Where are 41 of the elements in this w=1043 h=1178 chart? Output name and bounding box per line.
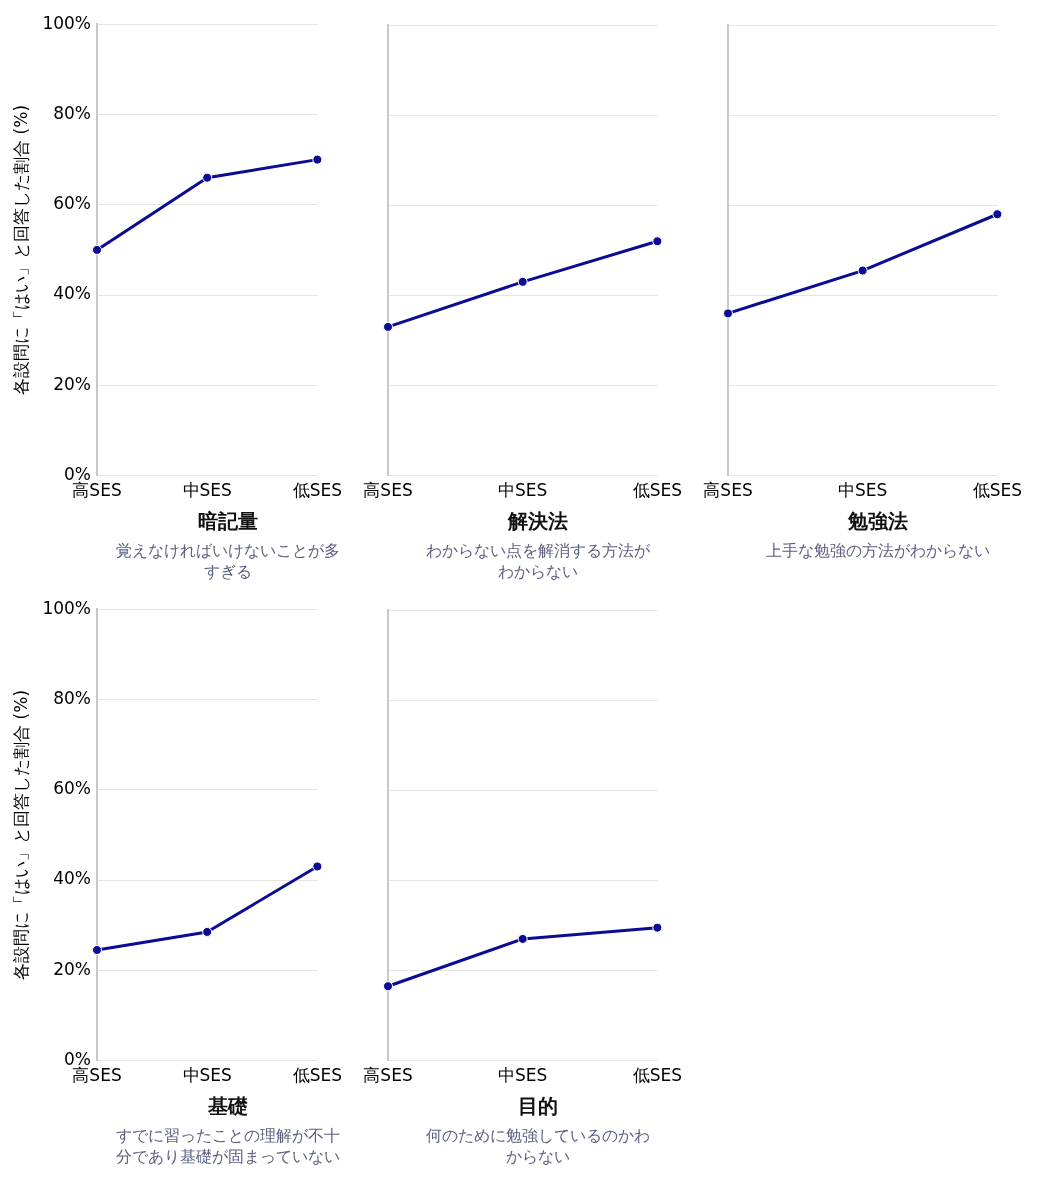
x-tick-label: 中SES [498, 1065, 548, 1086]
x-tick-label: 中SES [838, 480, 888, 501]
y-axis-title: 各設問に「はい」と回答した割合 (%) [10, 104, 31, 395]
x-tick-label: 高SES [363, 480, 413, 501]
y-tick-label: 40% [53, 283, 91, 304]
y-axis-title: 各設問に「はい」と回答した割合 (%) [10, 689, 31, 980]
text: 何のために勉強しているのかわからない [425, 1126, 651, 1168]
point [312, 861, 323, 872]
y-tick-label: 80% [53, 102, 91, 123]
point [92, 244, 102, 255]
point [92, 945, 102, 956]
x-tick-label: 低SES [972, 480, 1022, 501]
x-axis-title: 基礎 [207, 1093, 248, 1120]
text: 覚えなければいけないことが多すぎる [115, 541, 341, 583]
x-tick-label: 低SES [292, 1065, 342, 1086]
text: 上手な勉強の方法がわからない [765, 541, 991, 562]
x-tick-label: 低SES [292, 480, 342, 501]
y-tick-label: 60% [53, 193, 91, 214]
y-tick-label: 100% [42, 597, 91, 618]
point [312, 154, 323, 165]
y-tick-label: 60% [53, 778, 91, 799]
y-tick-label: 100% [42, 12, 91, 33]
y-tick-label: 40% [53, 868, 91, 889]
x-tick-label: 低SES [632, 1065, 682, 1086]
x-tick-label: 高SES [363, 1065, 413, 1086]
x-tick-label: 低SES [632, 480, 682, 501]
y-tick-label: 80% [53, 687, 91, 708]
point [202, 172, 213, 183]
text: すでに習ったことの理解が不十分であり基礎が固まっていない [115, 1126, 341, 1168]
x-axis-title: 暗記量 [197, 508, 258, 535]
x-axis-title: 勉強法 [847, 508, 908, 535]
y-tick-label: 20% [53, 373, 91, 394]
x-tick-label: 中SES [182, 480, 232, 501]
x-tick-label: 高SES [703, 480, 753, 501]
x-axis-title: 解決法 [506, 508, 568, 535]
x-axis-title: 目的 [517, 1093, 558, 1120]
text: わからない点を解消する方法がわからない [425, 541, 651, 583]
y-tick-label: 20% [53, 958, 91, 979]
x-tick-label: 中SES [182, 1065, 232, 1086]
point [202, 926, 213, 937]
x-tick-label: 中SES [498, 480, 548, 501]
